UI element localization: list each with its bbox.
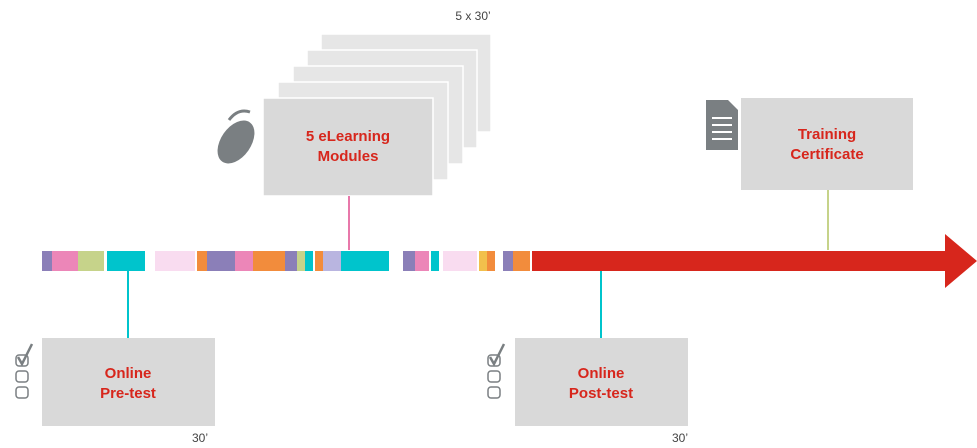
certificate-title: Training Certificate xyxy=(790,126,863,163)
timeline-arrow xyxy=(532,234,977,288)
document-icon xyxy=(706,100,738,150)
post-test-title: Online Post-test xyxy=(569,365,633,402)
post-test-duration: 30’ xyxy=(672,431,688,445)
mouse-icon xyxy=(217,109,255,164)
pre-test-title: Online Pre-test xyxy=(100,365,156,402)
timeline-segments xyxy=(42,251,530,271)
modules-title: 5 eLearning Modules xyxy=(306,128,390,165)
pre-test-duration: 30’ xyxy=(192,431,208,445)
module-stack xyxy=(262,33,492,197)
certificate-box xyxy=(741,98,913,190)
post-test-box xyxy=(515,338,688,426)
checklist-icon xyxy=(487,343,506,399)
checklist-icon xyxy=(15,343,34,399)
modules-count: 5 x 30’ xyxy=(455,9,490,23)
pre-test-box xyxy=(42,338,215,426)
